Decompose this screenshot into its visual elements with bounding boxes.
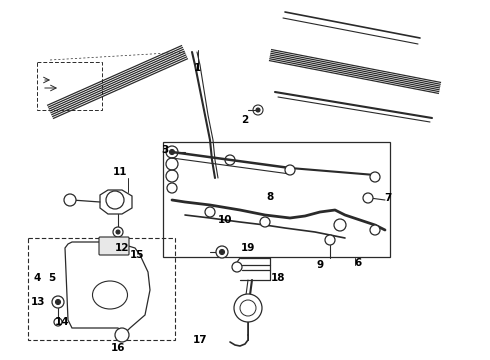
Text: 14: 14 — [55, 317, 69, 327]
Circle shape — [334, 219, 346, 231]
Circle shape — [114, 246, 122, 254]
Circle shape — [216, 246, 228, 258]
Circle shape — [115, 328, 129, 342]
Circle shape — [234, 294, 262, 322]
FancyBboxPatch shape — [99, 237, 129, 255]
Text: 7: 7 — [384, 193, 392, 203]
Circle shape — [54, 318, 62, 326]
Bar — [37, 62, 102, 110]
Text: 4: 4 — [33, 273, 41, 283]
Text: 5: 5 — [49, 273, 56, 283]
Circle shape — [363, 193, 373, 203]
Circle shape — [285, 165, 295, 175]
Text: 3: 3 — [161, 145, 169, 155]
Circle shape — [106, 191, 124, 209]
Circle shape — [220, 249, 224, 255]
Text: 11: 11 — [113, 167, 127, 177]
Circle shape — [240, 300, 256, 316]
Text: 13: 13 — [31, 297, 45, 307]
Text: 6: 6 — [354, 258, 362, 268]
Text: 12: 12 — [115, 243, 129, 253]
Text: 17: 17 — [193, 335, 207, 345]
Bar — [163, 142, 390, 257]
Text: 9: 9 — [317, 260, 323, 270]
Text: 19: 19 — [241, 243, 255, 253]
Circle shape — [170, 149, 174, 154]
Text: 18: 18 — [271, 273, 285, 283]
Text: 16: 16 — [111, 343, 125, 353]
Circle shape — [256, 108, 260, 112]
Bar — [28, 238, 175, 340]
Circle shape — [260, 217, 270, 227]
Text: 8: 8 — [267, 192, 273, 202]
Circle shape — [64, 194, 76, 206]
Circle shape — [205, 207, 215, 217]
Circle shape — [52, 296, 64, 308]
Circle shape — [113, 227, 123, 237]
Text: 15: 15 — [130, 250, 144, 260]
Text: 10: 10 — [218, 215, 232, 225]
Circle shape — [232, 262, 242, 272]
Circle shape — [370, 172, 380, 182]
Circle shape — [116, 230, 120, 234]
Circle shape — [370, 225, 380, 235]
Text: 1: 1 — [194, 63, 200, 73]
Circle shape — [55, 300, 60, 305]
Text: 2: 2 — [242, 115, 248, 125]
Circle shape — [325, 235, 335, 245]
